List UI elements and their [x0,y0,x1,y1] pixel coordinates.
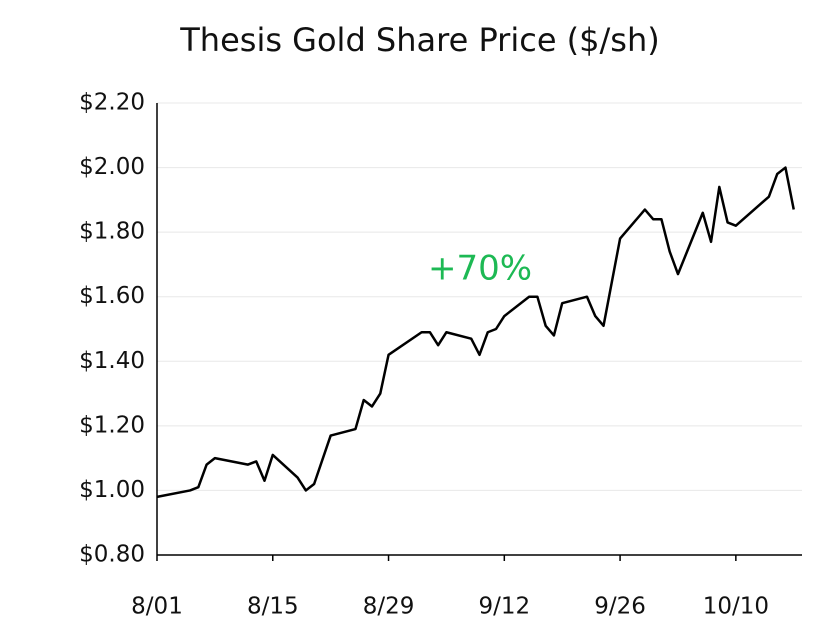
y-tick-label: $1.80 [79,219,145,245]
x-tick-label: 10/10 [703,594,769,620]
x-tick-label: 8/29 [363,594,415,620]
x-tick-label: 9/26 [594,594,646,620]
y-tick-label: $2.00 [79,154,145,180]
y-tick-label: $1.40 [79,348,145,374]
annotation: +70% [428,249,532,289]
chart-title: Thesis Gold Share Price ($/sh) [179,21,659,59]
x-tick-label: 8/15 [247,594,299,620]
y-tick-label: $2.20 [79,90,145,116]
y-tick-label: $1.00 [79,477,145,503]
price-line [156,166,795,499]
x-tick-label: 8/01 [131,594,183,620]
y-tick-label: $0.80 [79,542,145,568]
y-tick-label: $1.20 [79,412,145,438]
x-tick-label: 9/12 [478,594,530,620]
y-tick-label: $1.60 [79,283,145,309]
